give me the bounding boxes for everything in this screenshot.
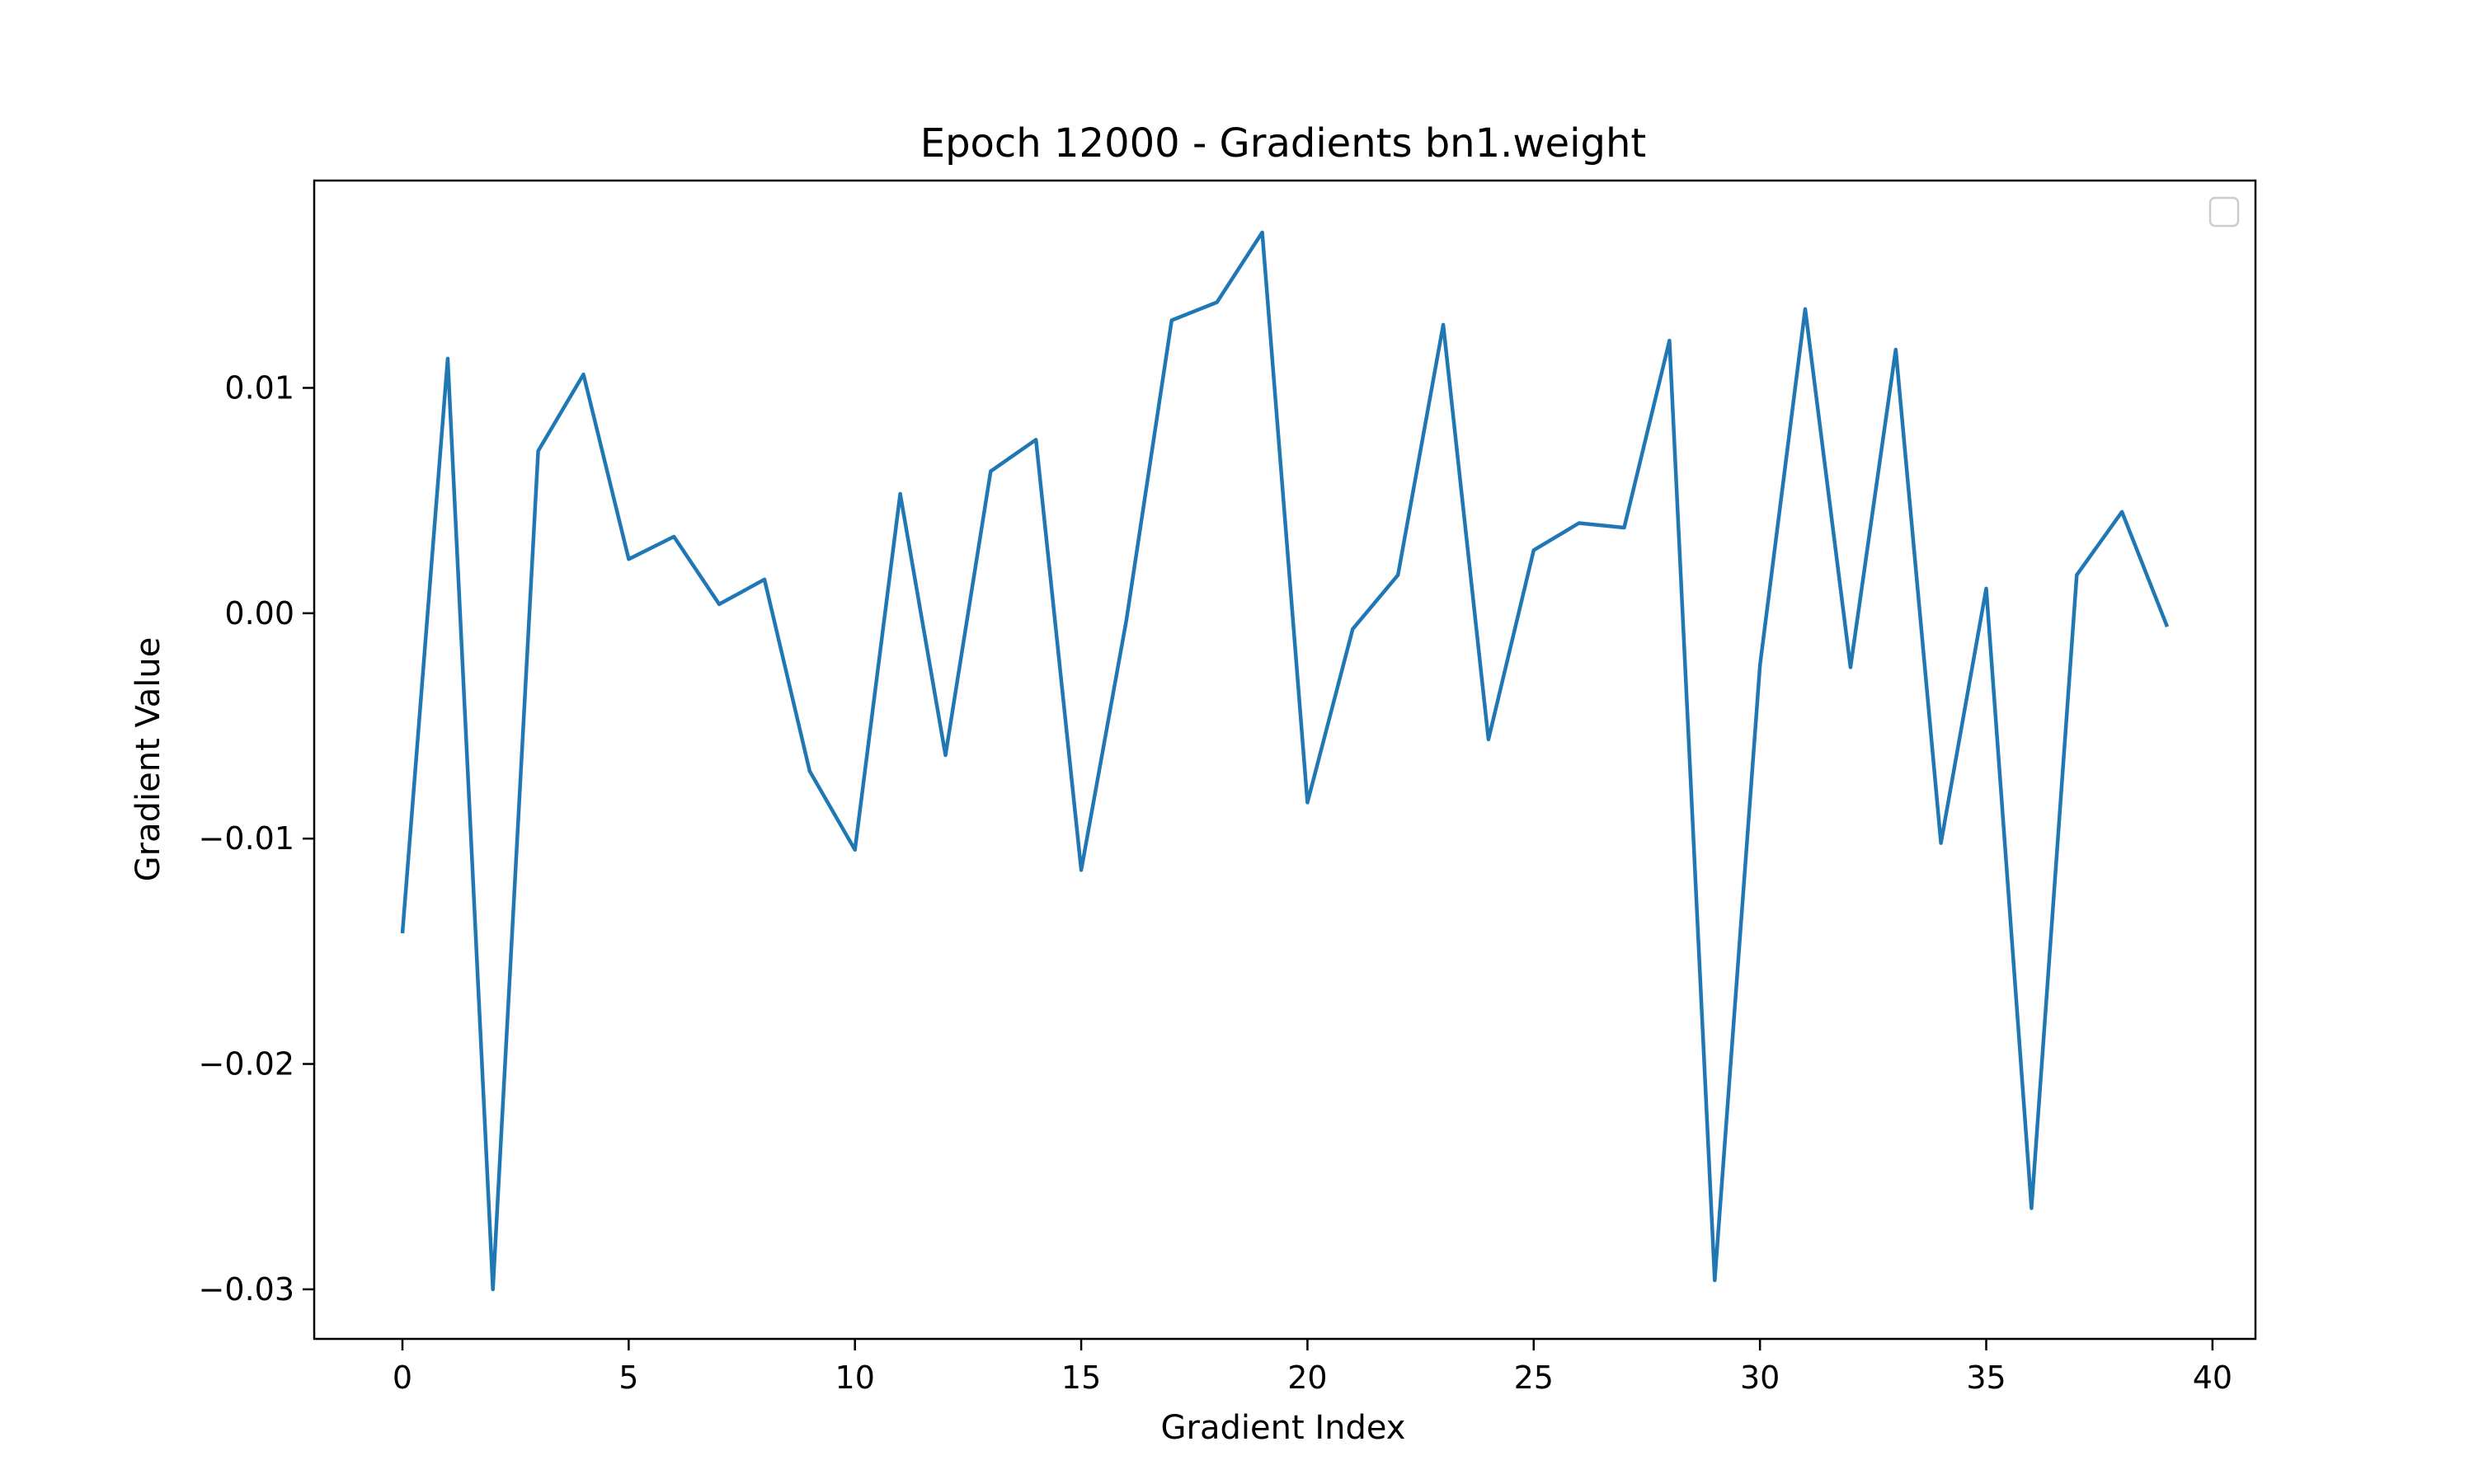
- y-tick-label: −0.01: [199, 820, 294, 857]
- legend-box: [2208, 196, 2240, 228]
- x-tick-label: 20: [1287, 1360, 1327, 1396]
- x-axis-label: Gradient Index: [1161, 1409, 1406, 1447]
- y-tick-label: −0.02: [199, 1046, 294, 1082]
- series-line: [400, 230, 2170, 1292]
- x-tick-label: 5: [618, 1360, 638, 1396]
- x-tick-label: 40: [2193, 1360, 2232, 1396]
- y-axis: −0.03 −0.02 −0.01 0.00 0.01: [199, 369, 314, 1308]
- x-tick-label: 10: [835, 1360, 875, 1396]
- x-tick-label: 30: [1740, 1360, 1780, 1396]
- series-layer: [400, 230, 2170, 1292]
- x-tick-label: 15: [1061, 1360, 1101, 1396]
- x-axis: 0 5 10 15 20 25 30 35 40: [393, 1339, 2232, 1396]
- x-tick-label: 35: [1966, 1360, 2006, 1396]
- plot-frame: [313, 179, 2257, 1341]
- y-axis-label: Gradient Value: [129, 637, 167, 882]
- x-tick-label: 25: [1514, 1360, 1554, 1396]
- chart-title: Epoch 12000 - Gradients bn1.weight: [920, 120, 1646, 167]
- x-tick-label: 0: [393, 1360, 412, 1396]
- plot-area: [313, 179, 2257, 1341]
- y-tick-label: 0.00: [224, 595, 294, 632]
- y-tick-label: 0.01: [224, 369, 294, 406]
- y-tick-label: −0.03: [199, 1271, 294, 1308]
